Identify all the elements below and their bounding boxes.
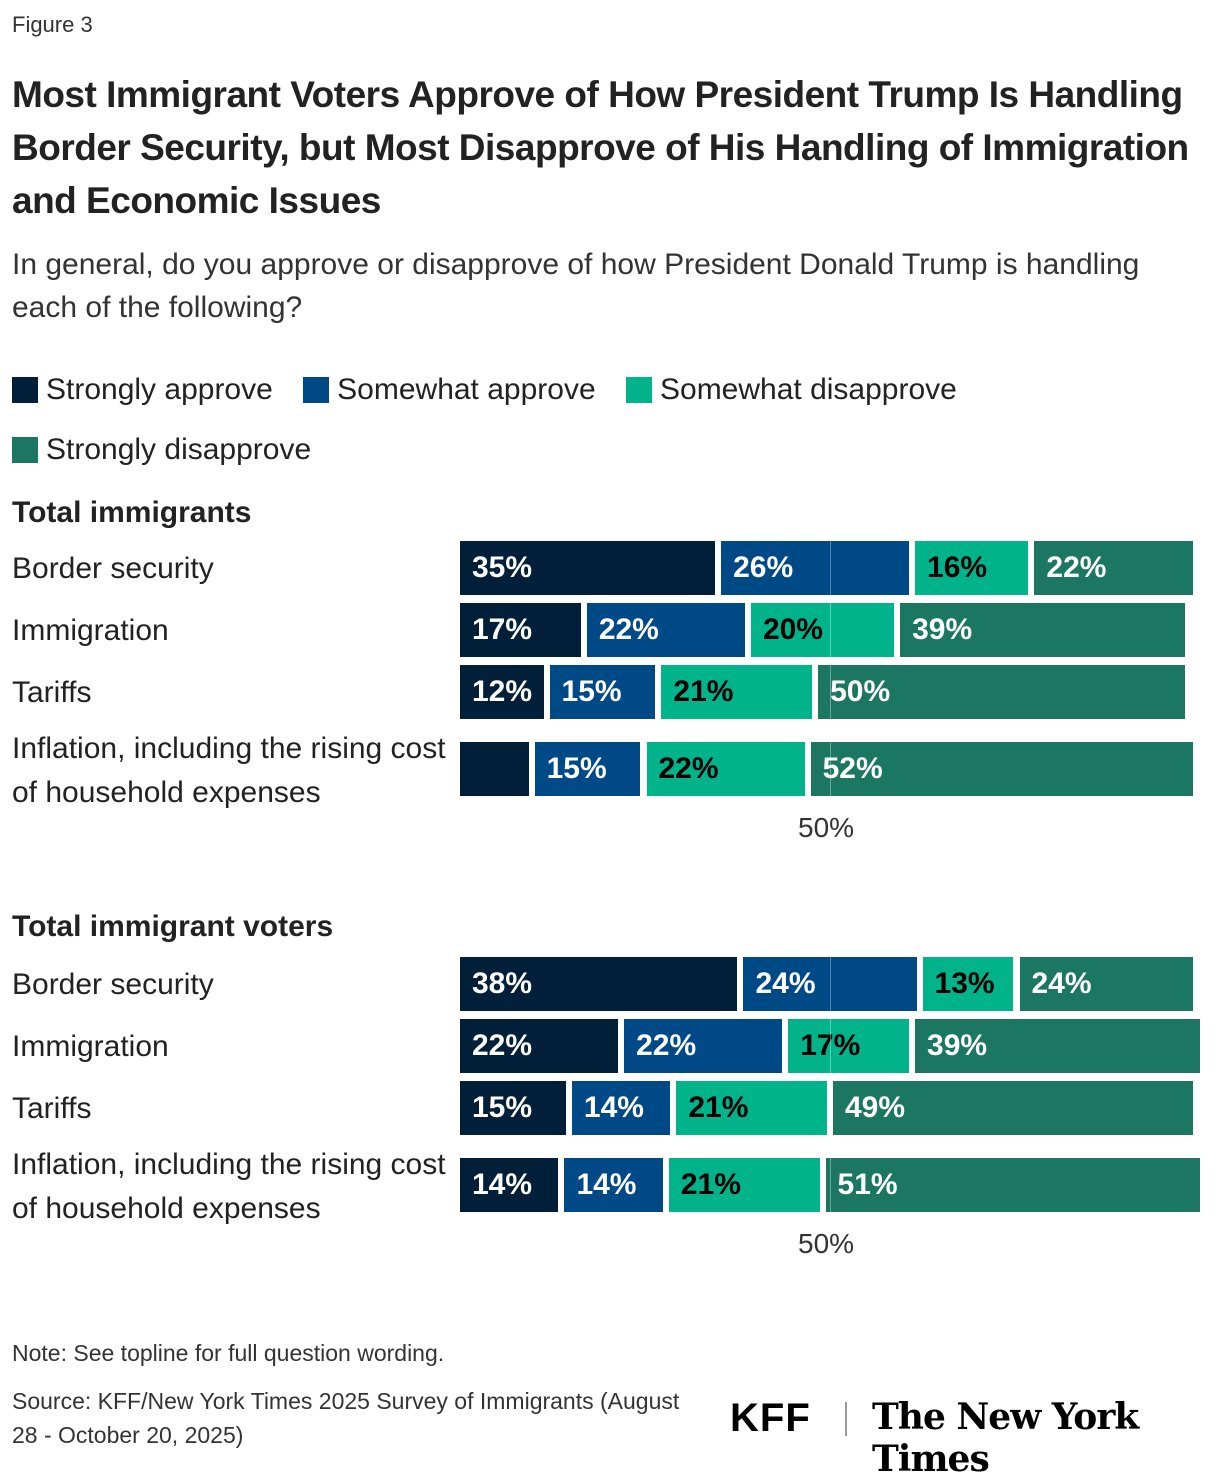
- bar-segment-somewhat-approve: 15%: [549, 665, 656, 719]
- data-label: 52%: [822, 752, 883, 785]
- data-label: 50%: [830, 675, 891, 708]
- legend-swatch: [303, 377, 330, 403]
- legend-swatch: [12, 377, 38, 403]
- reference-line-label: 50%: [798, 812, 855, 843]
- bar-segment-strongly-approve: 35%: [460, 541, 716, 595]
- bar-segment-somewhat-approve: 14%: [571, 1081, 671, 1135]
- bar-segment-strongly-disapprove: 50%: [818, 665, 1186, 719]
- data-label: 24%: [755, 967, 816, 1000]
- bar-segment-strongly-approve: 22%: [460, 1019, 619, 1073]
- chart-subtitle: In general, do you approve or disapprove…: [12, 248, 1140, 324]
- row-label: Tariffs: [12, 676, 92, 709]
- group-title: Total immigrants: [12, 496, 252, 529]
- data-label: 15%: [546, 752, 607, 785]
- data-label: 22%: [598, 613, 659, 646]
- bar-segment-somewhat-disapprove: 22%: [646, 742, 805, 796]
- bar-segment-somewhat-approve: 26%: [721, 541, 910, 595]
- bar-segment-strongly-disapprove: 49%: [833, 1081, 1193, 1135]
- data-label: 21%: [688, 1091, 749, 1124]
- data-label: 51%: [837, 1168, 898, 1201]
- legend-item-strongly-disapprove: Strongly disapprove: [12, 422, 311, 478]
- data-label: 39%: [927, 1029, 988, 1062]
- row-label: Border security: [12, 968, 214, 1001]
- reference-line-50: [830, 957, 831, 1212]
- row-label: Immigration: [12, 614, 169, 647]
- note: Note: See topline for full question word…: [12, 1340, 445, 1366]
- data-label: 13%: [934, 967, 995, 1000]
- data-label: 14%: [583, 1091, 644, 1124]
- data-label: 14%: [472, 1168, 533, 1201]
- bar-segment-strongly-approve: 12%: [460, 665, 544, 719]
- data-label: 15%: [472, 1091, 533, 1124]
- bar-segment-somewhat-approve: 15%: [534, 742, 641, 796]
- kff-logo: KFF: [730, 1396, 811, 1440]
- bar-segment-strongly-disapprove: 24%: [1019, 957, 1193, 1011]
- bar-segment-somewhat-disapprove: 21%: [661, 665, 813, 719]
- data-label: 15%: [561, 675, 622, 708]
- row-label: Border security: [12, 552, 214, 585]
- bar-segment-somewhat-disapprove: 20%: [750, 603, 895, 657]
- data-label: 24%: [1031, 967, 1092, 1000]
- bar-segment-strongly-disapprove: 39%: [900, 603, 1186, 657]
- data-label: 20%: [762, 613, 823, 646]
- bar-segment-strongly-disapprove: 51%: [825, 1158, 1200, 1212]
- bar-segment-somewhat-disapprove: 21%: [676, 1081, 827, 1135]
- nyt-logo: The New York Times: [872, 1396, 1139, 1480]
- figure-label: Figure 3: [12, 12, 93, 37]
- data-label: 21%: [673, 675, 734, 708]
- row-label: Tariffs: [12, 1092, 92, 1125]
- data-label: 22%: [636, 1029, 697, 1062]
- data-label: 39%: [912, 613, 973, 646]
- legend-item-somewhat-approve: Somewhat approve: [303, 362, 596, 418]
- source: Source: KFF/New York Times 2025 Survey o…: [12, 1388, 680, 1448]
- group-title: Total immigrant voters: [12, 910, 334, 943]
- data-label: 26%: [733, 551, 794, 584]
- bar-segment-somewhat-approve: 22%: [624, 1019, 783, 1073]
- bar-segment-strongly-disapprove: 22%: [1034, 541, 1193, 595]
- bar-segment-somewhat-disapprove: 17%: [788, 1019, 910, 1073]
- legend: Strongly approve Somewhat approve Somewh…: [12, 362, 1112, 482]
- bar-segment-somewhat-approve: 14%: [564, 1158, 663, 1212]
- data-label: 17%: [472, 613, 533, 646]
- data-label: 16%: [927, 551, 988, 584]
- data-label: 22%: [1046, 551, 1107, 584]
- data-label: 49%: [845, 1091, 906, 1124]
- legend-swatch: [626, 377, 652, 403]
- legend-item-strongly-approve: Strongly approve: [12, 362, 273, 418]
- reference-line-label: 50%: [798, 1228, 855, 1259]
- bar-segment-strongly-approve: 15%: [460, 1081, 566, 1135]
- data-label: 22%: [472, 1029, 533, 1062]
- data-label: 17%: [800, 1029, 861, 1062]
- legend-label: Somewhat disapprove: [660, 373, 957, 406]
- bar-segment-strongly-approve: 17%: [460, 603, 581, 657]
- bar-segment-strongly-approve: 14%: [460, 1158, 559, 1212]
- data-label: 21%: [680, 1168, 741, 1201]
- data-label: 14%: [576, 1168, 637, 1201]
- legend-label: Strongly disapprove: [46, 433, 312, 466]
- bar-segment-somewhat-disapprove: 13%: [922, 957, 1014, 1011]
- data-label: 22%: [658, 752, 719, 785]
- bar-segment-somewhat-approve: 22%: [586, 603, 745, 657]
- chart-title: Most Immigrant Voters Approve of How Pre…: [12, 74, 1189, 221]
- bar-segment-somewhat-disapprove: 16%: [915, 541, 1029, 595]
- reference-line-50: [830, 541, 831, 796]
- data-label: 38%: [472, 967, 533, 1000]
- bar-segment-somewhat-approve: 24%: [743, 957, 917, 1011]
- bar-segment-strongly-disapprove: 52%: [810, 742, 1193, 796]
- legend-swatch: [12, 437, 38, 463]
- bar-segment-strongly-approve: [460, 742, 529, 796]
- logo-divider: [845, 1402, 847, 1436]
- data-label: 35%: [472, 551, 533, 584]
- legend-label: Somewhat approve: [337, 373, 596, 406]
- bar-segment-somewhat-disapprove: 21%: [668, 1158, 820, 1212]
- legend-item-somewhat-disapprove: Somewhat disapprove: [626, 362, 957, 418]
- row-label: Inflation, including the rising cost of …: [12, 732, 446, 809]
- legend-label: Strongly approve: [46, 373, 273, 406]
- bar-segment-strongly-disapprove: 39%: [915, 1019, 1200, 1073]
- bar-segment-strongly-approve: 38%: [460, 957, 738, 1011]
- data-label: 12%: [472, 675, 533, 708]
- row-label: Immigration: [12, 1030, 169, 1063]
- row-label: Inflation, including the rising cost of …: [12, 1148, 446, 1225]
